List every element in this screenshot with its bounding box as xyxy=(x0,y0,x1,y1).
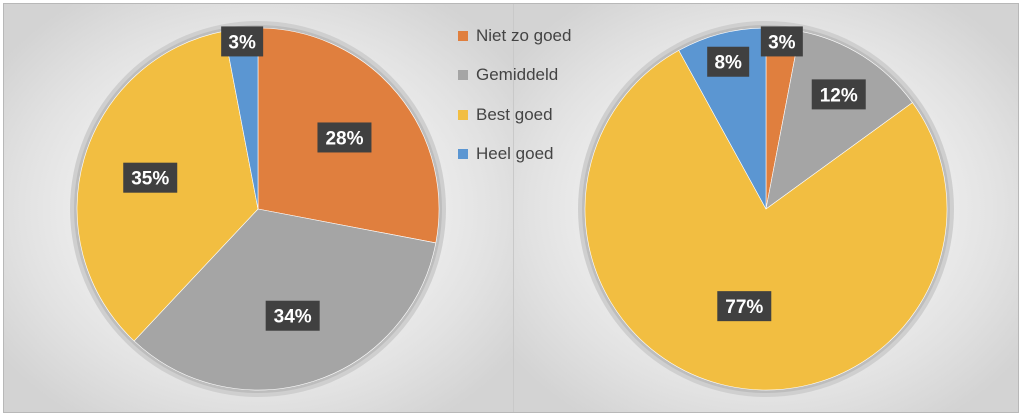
pie-chart-1: 28% 34% 35% 3% xyxy=(4,4,513,412)
legend-label: Gemiddeld xyxy=(476,65,559,85)
pie-slice-best-goed xyxy=(584,49,948,391)
legend-label: Niet zo goed xyxy=(476,25,572,45)
pie-chart-2-panel: 3% 12% 77% 8% xyxy=(514,4,1018,412)
data-label-text: 3% xyxy=(768,32,796,53)
data-label-text: 77% xyxy=(725,297,763,318)
legend-item-best-goed: Best goed xyxy=(458,95,608,135)
legend-swatch xyxy=(458,149,468,160)
legend-label: Best goed xyxy=(476,104,553,124)
data-label-box xyxy=(811,79,866,110)
pie-chart-1-panel: 28% 34% 35% 3% xyxy=(4,4,513,412)
pie-slice-gemiddeld xyxy=(765,30,913,210)
chart-frame: 28% 34% 35% 3% 3% 12% 77% 8% Niet zo goed Gemi… xyxy=(3,3,1019,413)
pie-slice-gemiddeld xyxy=(133,208,437,391)
data-label-best-goed: 35% xyxy=(123,162,178,193)
legend-item-heel-goed: Heel goed xyxy=(458,135,608,175)
data-label-text: 8% xyxy=(714,53,742,74)
data-label-text: 28% xyxy=(325,128,363,149)
data-label-box xyxy=(317,122,372,153)
data-label-box xyxy=(123,162,178,193)
data-label-box xyxy=(221,26,264,57)
data-label-text: 34% xyxy=(274,307,312,328)
legend-swatch xyxy=(458,70,468,81)
data-label-text: 3% xyxy=(228,32,256,53)
legend-label: Heel goed xyxy=(476,144,554,164)
legend-item-niet-zo-goed: Niet zo goed xyxy=(458,16,608,56)
data-label-box xyxy=(760,26,803,57)
data-label-gemiddeld: 34% xyxy=(265,300,320,331)
data-label-box xyxy=(707,46,750,77)
data-label-box xyxy=(265,300,320,331)
panel-divider xyxy=(513,4,514,412)
pie-chart-2: 3% 12% 77% 8% xyxy=(514,4,1018,412)
data-label-niet-zo-goed: 3% xyxy=(760,26,803,57)
legend-swatch xyxy=(458,30,468,41)
legend-swatch xyxy=(458,109,468,120)
legend-item-gemiddeld: Gemiddeld xyxy=(458,56,608,96)
data-label-niet-zo-goed: 28% xyxy=(317,122,372,153)
legend: Niet zo goed Gemiddeld Best goed Heel go… xyxy=(458,16,608,174)
data-label-heel-goed: 8% xyxy=(707,46,750,77)
data-label-box xyxy=(717,291,772,322)
data-label-text: 12% xyxy=(820,85,858,106)
data-label-best-goed: 77% xyxy=(717,291,772,322)
data-label-gemiddeld: 12% xyxy=(811,79,866,110)
data-label-heel-goed: 3% xyxy=(221,26,264,57)
data-label-text: 35% xyxy=(131,169,169,190)
